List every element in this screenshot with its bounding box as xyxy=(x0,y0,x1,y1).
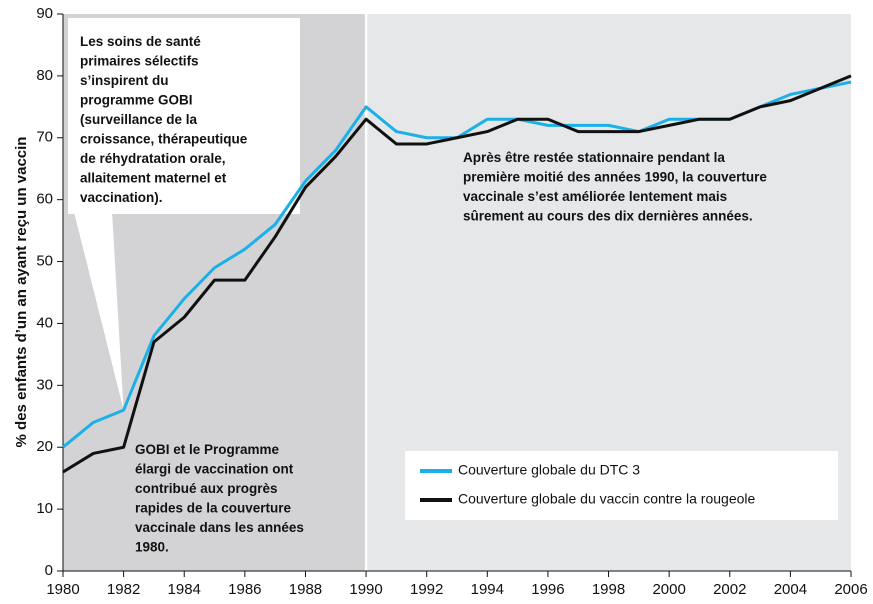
callout-box xyxy=(68,18,300,214)
x-tick-label: 1990 xyxy=(349,581,382,598)
x-tick-label: 1980 xyxy=(46,581,79,598)
y-tick-label: 40 xyxy=(36,314,53,331)
annotation: première moitié des années 1990, la couv… xyxy=(463,170,767,185)
annotation: croissance, thérapeutique xyxy=(80,132,248,147)
x-tick-label: 2004 xyxy=(774,581,807,598)
y-tick-label: 0 xyxy=(45,562,53,579)
y-tick-label: 30 xyxy=(36,376,53,393)
x-tick-label: 1994 xyxy=(471,581,504,598)
annotation: de réhydratation orale, xyxy=(80,151,226,166)
x-tick-label: 1984 xyxy=(168,581,201,598)
y-tick-label: 50 xyxy=(36,253,53,270)
x-tick-label: 2002 xyxy=(713,581,746,598)
x-tick-label: 1996 xyxy=(531,581,564,598)
series-line xyxy=(62,74,852,474)
annotation: rapides de la couverture xyxy=(135,501,292,516)
x-tick-label: 1982 xyxy=(107,581,140,598)
annotation: allaitement maternel et xyxy=(80,171,227,186)
x-tick-label: 1986 xyxy=(228,581,261,598)
legend-label: Couverture globale du DTC 3 xyxy=(458,462,640,478)
annotation: vaccination). xyxy=(80,190,163,205)
x-tick-label: 1988 xyxy=(289,581,322,598)
annotation: programme GOBI xyxy=(80,93,193,108)
x-tick-label: 2000 xyxy=(652,581,685,598)
y-tick-label: 10 xyxy=(36,500,53,517)
annotation: contribué aux progrès xyxy=(135,481,278,496)
annotation: 1980. xyxy=(135,540,169,555)
annotation: (surveillance de la xyxy=(80,112,198,127)
callout-pointer xyxy=(74,212,124,411)
y-tick-label: 20 xyxy=(36,438,53,455)
annotation: Les soins de santé xyxy=(80,34,201,49)
annotation: vaccinale s’est améliorée lentement mais xyxy=(463,189,727,204)
legend-label: Couverture globale du vaccin contre la r… xyxy=(458,491,756,507)
x-tick-label: 1998 xyxy=(592,581,625,598)
annotation: GOBI et le Programme xyxy=(135,442,280,457)
annotation: élargi de vaccination ont xyxy=(135,462,294,477)
annotation: sûrement au cours des dix dernières anné… xyxy=(463,209,753,224)
y-tick-label: 60 xyxy=(36,191,53,208)
y-tick-label: 90 xyxy=(36,5,53,22)
y-tick-label: 70 xyxy=(36,129,53,146)
legend-box xyxy=(405,451,838,520)
x-tick-label: 2006 xyxy=(834,581,867,598)
annotation: primaires sélectifs xyxy=(80,54,199,69)
y-axis-label: % des enfants d’un an ayant reçu un vacc… xyxy=(13,137,30,448)
x-tick-label: 1992 xyxy=(410,581,443,598)
y-tick-label: 80 xyxy=(36,67,53,84)
annotation: Après être restée stationnaire pendant l… xyxy=(463,150,725,165)
annotation: s’inspirent du xyxy=(80,73,169,88)
annotation: vaccinale dans les années xyxy=(135,520,304,535)
